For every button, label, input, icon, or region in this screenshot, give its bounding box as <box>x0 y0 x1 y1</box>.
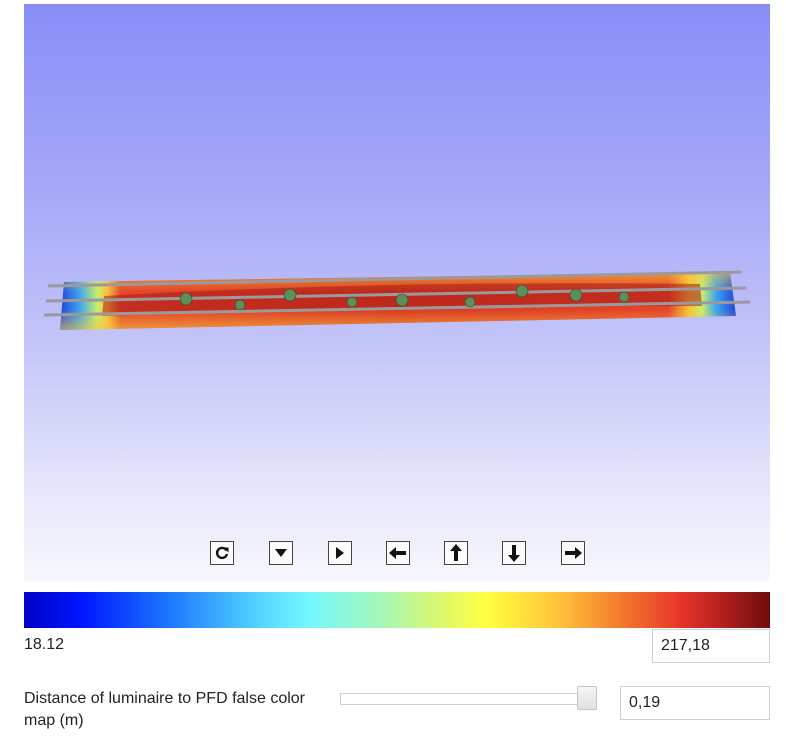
scale-max-input[interactable] <box>652 629 770 663</box>
false-color-scale-bar <box>24 592 770 628</box>
distance-slider-handle[interactable] <box>577 686 597 710</box>
scene-render <box>43 270 751 330</box>
pan-right-button[interactable] <box>561 541 585 565</box>
pan-up-button[interactable] <box>444 541 468 565</box>
triangle-down-icon <box>275 549 287 557</box>
arrow-down-icon <box>508 545 520 562</box>
distance-value-input[interactable] <box>620 686 770 720</box>
scale-min-label: 18.12 <box>24 636 65 653</box>
3d-viewport[interactable] <box>24 4 770 582</box>
tilt-down-button[interactable] <box>269 541 293 565</box>
pan-down-button[interactable] <box>502 541 526 565</box>
arrow-left-icon <box>389 547 406 559</box>
rotate-icon <box>215 546 229 560</box>
arrow-right-icon <box>565 547 582 559</box>
triangle-right-icon <box>336 547 344 559</box>
distance-label: Distance of luminaire to PFD false color… <box>24 690 305 729</box>
play-button[interactable] <box>328 541 352 565</box>
distance-slider-track[interactable] <box>340 693 592 705</box>
rotate-reset-button[interactable] <box>210 541 234 565</box>
pan-left-button[interactable] <box>386 541 410 565</box>
arrow-up-icon <box>450 544 462 561</box>
